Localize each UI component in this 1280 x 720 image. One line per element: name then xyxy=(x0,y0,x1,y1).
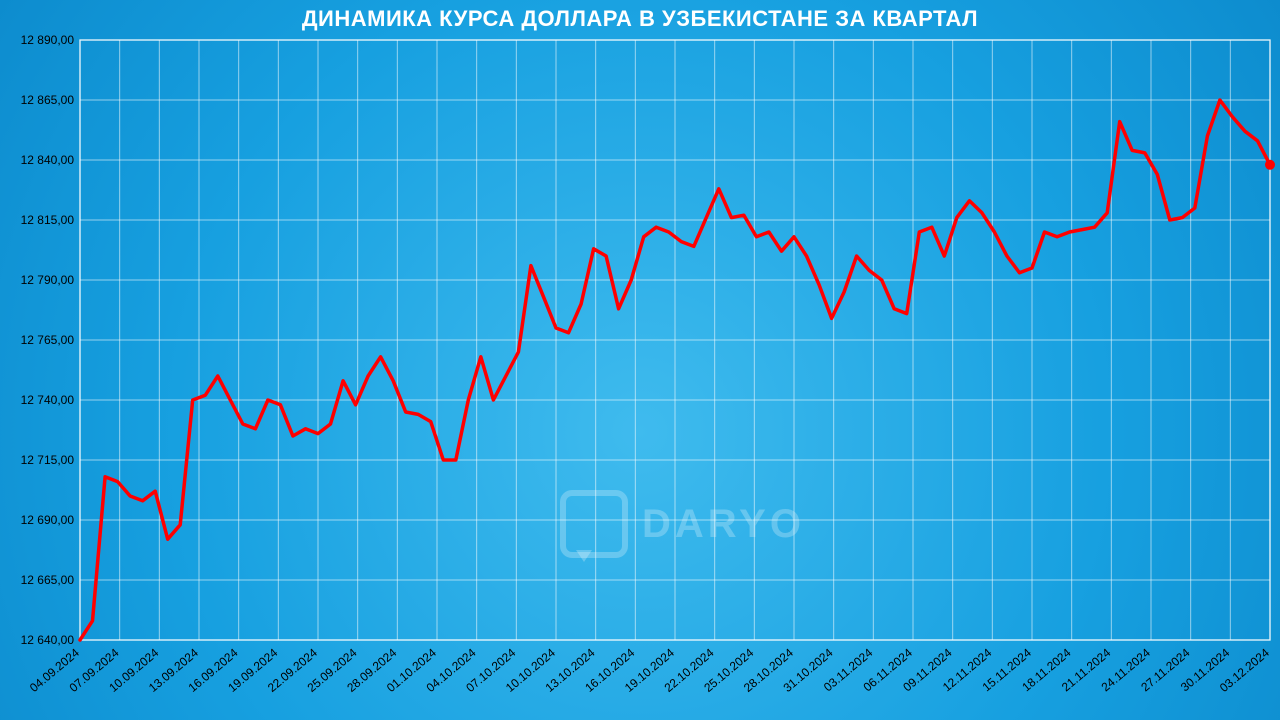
svg-text:12 740,00: 12 740,00 xyxy=(21,393,75,407)
chart-svg: 12 640,00 12 665,00 12 690,00 12 715,00 12 7… xyxy=(0,0,1280,720)
svg-text:12 690,00: 12 690,00 xyxy=(21,513,75,527)
svg-text:12 765,00: 12 765,00 xyxy=(21,333,75,347)
svg-text:12 815,00: 12 815,00 xyxy=(21,213,75,227)
series-end-marker xyxy=(1265,160,1275,170)
x-axis-ticks: 04.09.202407.09.202410.09.202413.09.2024… xyxy=(27,645,1272,695)
svg-text:12 865,00: 12 865,00 xyxy=(21,93,75,107)
grid-lines xyxy=(80,40,1270,640)
svg-text:12 715,00: 12 715,00 xyxy=(21,453,75,467)
svg-text:12 840,00: 12 840,00 xyxy=(21,153,75,167)
y-axis-ticks: 12 640,00 12 665,00 12 690,00 12 715,00 12 7… xyxy=(21,33,75,647)
svg-text:12 665,00: 12 665,00 xyxy=(21,573,75,587)
svg-text:12 890,00: 12 890,00 xyxy=(21,33,75,47)
chart-stage: ДИНАМИКА КУРСА ДОЛЛАРА В УЗБЕКИСТАНЕ ЗА … xyxy=(0,0,1280,720)
svg-text:12 640,00: 12 640,00 xyxy=(21,633,75,647)
svg-text:12 790,00: 12 790,00 xyxy=(21,273,75,287)
